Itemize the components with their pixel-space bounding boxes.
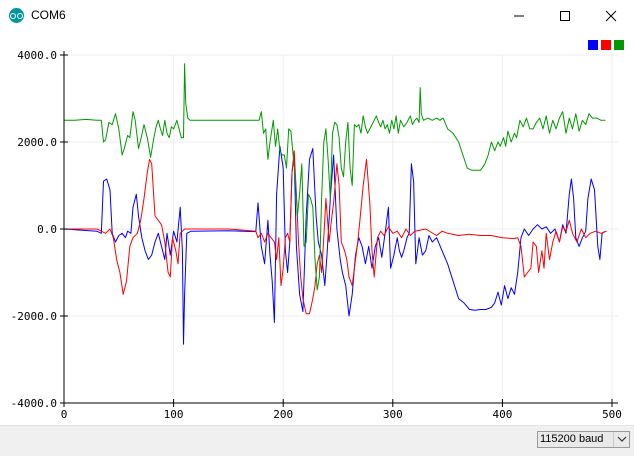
title-bar: COM6 <box>0 0 634 31</box>
y-tick-label: -4000.0 <box>11 397 57 410</box>
legend-swatch-red <box>601 40 611 50</box>
series-line-red <box>64 150 607 315</box>
select-divider <box>613 432 614 447</box>
y-tick-label: -2000.0 <box>11 310 57 323</box>
minimize-button[interactable] <box>496 0 542 31</box>
x-tick-label: 0 <box>61 408 68 421</box>
y-tick-label: 0.0 <box>37 223 57 236</box>
plot-area: 4000.0 2000.0 0.0 -2000.0 -4000.0 0 100 200 300… <box>11 40 624 421</box>
minimize-icon <box>514 15 524 17</box>
x-tick-label: 200 <box>273 408 293 421</box>
arduino-icon <box>9 8 24 23</box>
y-tick-label: 4000.0 <box>17 49 57 62</box>
y-tick-label: 2000.0 <box>17 136 57 149</box>
baud-rate-select[interactable]: 115200 baud <box>537 431 630 448</box>
x-tick-label: 300 <box>383 408 403 421</box>
close-button[interactable] <box>588 0 634 31</box>
serial-plotter: 4000.0 2000.0 0.0 -2000.0 -4000.0 0 100 200 300… <box>0 31 634 425</box>
series-line-blue <box>63 145 606 345</box>
x-tick-label: 100 <box>164 408 184 421</box>
maximize-icon <box>560 11 570 21</box>
legend-swatch-green <box>614 40 624 50</box>
window-title: COM6 <box>31 8 66 22</box>
maximize-button[interactable] <box>542 0 588 31</box>
baud-rate-value: 115200 baud <box>540 433 604 445</box>
x-tick-label: 500 <box>602 408 622 421</box>
series-line-green <box>64 63 606 291</box>
legend-swatch-blue <box>588 40 598 50</box>
chevron-down-icon <box>617 436 627 442</box>
close-icon <box>605 10 617 22</box>
x-tick-label: 400 <box>492 408 512 421</box>
bottom-bar <box>0 425 634 456</box>
